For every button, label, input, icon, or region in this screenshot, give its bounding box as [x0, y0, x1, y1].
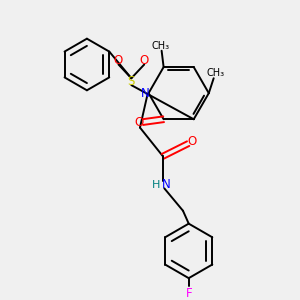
Text: S: S	[128, 75, 135, 88]
Text: F: F	[185, 286, 192, 300]
Text: O: O	[135, 116, 144, 129]
Text: H: H	[152, 180, 160, 190]
Text: N: N	[141, 87, 150, 100]
Text: O: O	[114, 54, 123, 67]
Text: O: O	[187, 135, 196, 148]
Text: CH₃: CH₃	[206, 68, 224, 78]
Text: CH₃: CH₃	[152, 40, 170, 51]
Text: N: N	[161, 178, 170, 191]
Text: O: O	[140, 54, 149, 67]
